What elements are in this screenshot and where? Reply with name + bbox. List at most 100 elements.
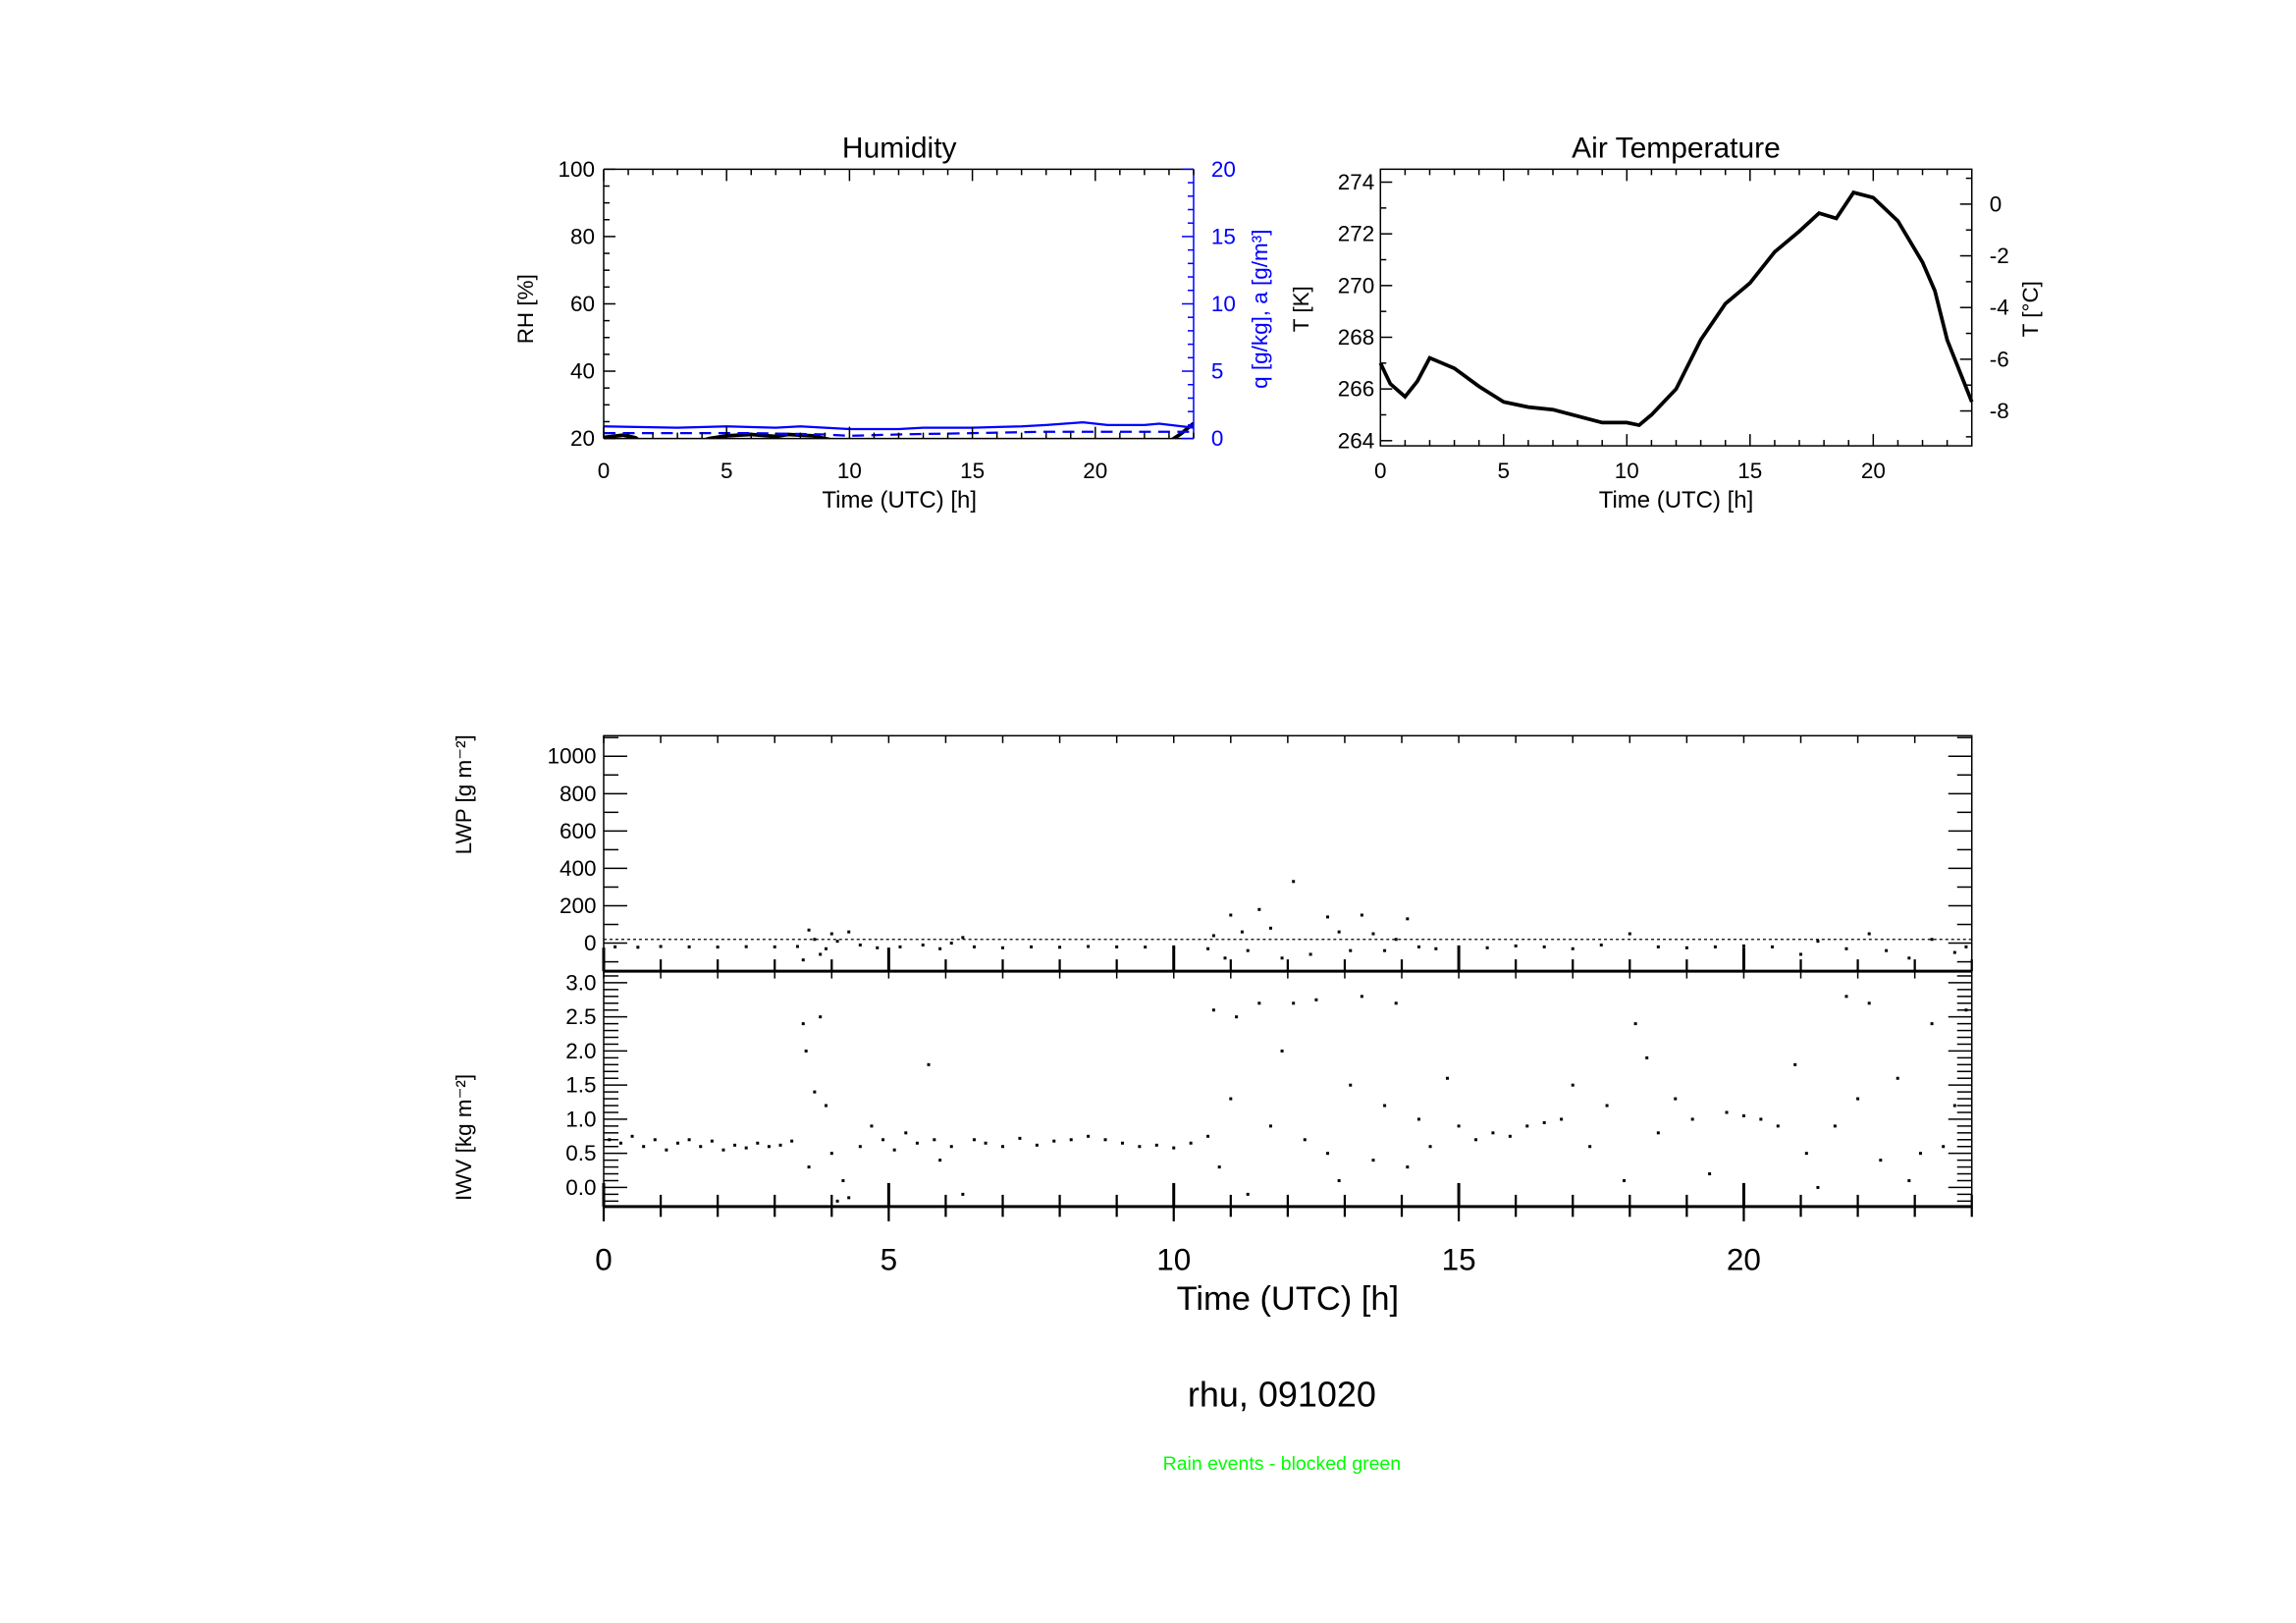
temperature-ylabel: T [K] [1289, 286, 1313, 332]
data-point [1314, 998, 1318, 1001]
data-point [1383, 948, 1387, 952]
data-point [819, 1015, 823, 1019]
data-point [1211, 934, 1215, 938]
rain-events-note: Rain events - blocked green [1163, 1453, 1401, 1475]
data-point [858, 1145, 862, 1149]
data-point [1964, 945, 1968, 948]
data-point [829, 932, 833, 936]
data-point [1172, 1146, 1176, 1150]
data-point [630, 1134, 634, 1138]
y-tick-label: 80 [570, 224, 595, 248]
data-point [1674, 1097, 1678, 1101]
data-point [1856, 1097, 1860, 1101]
y-tick-label: 100 [559, 157, 596, 182]
series-q [604, 421, 1194, 431]
x-tick-label: 10 [837, 459, 862, 483]
data-point [915, 1141, 919, 1145]
data-point [876, 946, 880, 949]
data-point [767, 1145, 771, 1149]
y-tick-label: 600 [560, 819, 597, 843]
data-point [1211, 1008, 1215, 1012]
data-point [1229, 1097, 1233, 1101]
y2-tick-label: 0 [1211, 426, 1224, 451]
data-point [1645, 1055, 1649, 1059]
data-point [1268, 1124, 1272, 1128]
y-tick-label: 0 [584, 931, 597, 955]
data-point [858, 943, 862, 947]
data-point [1154, 1143, 1158, 1147]
data-point [614, 945, 617, 948]
lwp-ylabel: LWP [g m⁻²] [452, 734, 476, 854]
data-point [1349, 1083, 1353, 1087]
data-point [618, 1141, 622, 1145]
data-point [1930, 1022, 1934, 1026]
data-point [1383, 1104, 1387, 1108]
data-point [1406, 917, 1410, 921]
y2-tick-label: 5 [1211, 359, 1224, 384]
data-point [675, 1141, 679, 1145]
data-point [1525, 1124, 1529, 1128]
series-T [1378, 189, 1974, 428]
data-point [1896, 1076, 1899, 1080]
y2-tick-label: 10 [1211, 292, 1236, 316]
y-tick-label: 264 [1338, 428, 1375, 453]
y-tick-label: 270 [1338, 273, 1375, 298]
data-point [829, 1152, 833, 1156]
data-point [1371, 932, 1375, 936]
x-tick-label: 20 [1727, 1242, 1761, 1276]
y2-tick-label: 0 [1990, 191, 2002, 216]
data-point [1087, 945, 1091, 948]
data-point [1035, 1143, 1039, 1147]
data-point [1633, 1022, 1637, 1026]
data-point [835, 1199, 839, 1203]
data-point [1434, 947, 1438, 950]
data-point [1514, 944, 1518, 947]
data-point [1725, 1110, 1729, 1114]
data-point [1394, 938, 1398, 942]
data-point [1485, 946, 1489, 949]
y2-tick-label: -6 [1990, 347, 2009, 371]
data-point [1885, 948, 1889, 952]
data-point [1058, 946, 1062, 949]
data-point [1690, 1117, 1694, 1121]
data-point [1918, 1152, 1922, 1156]
data-point [807, 1165, 811, 1169]
data-point [665, 1148, 668, 1152]
y2-tick-label: -2 [1990, 243, 2009, 268]
data-point [721, 1148, 725, 1152]
data-point [933, 1138, 936, 1142]
data-point [1952, 1104, 1956, 1108]
data-point [801, 958, 805, 962]
data-point [642, 1145, 646, 1149]
data-point [1605, 1104, 1609, 1108]
data-point [1246, 1192, 1250, 1196]
y-tick-label: 266 [1338, 377, 1375, 402]
data-point [1189, 1141, 1193, 1145]
data-point [921, 943, 925, 947]
data-point [1001, 946, 1005, 949]
data-point [1206, 947, 1210, 950]
y-tick-label: 2.5 [565, 1004, 596, 1029]
figure-footer-title: rhu, 091020 [1188, 1375, 1376, 1415]
x-tick-label: 15 [1737, 459, 1762, 483]
data-point [1103, 1138, 1107, 1142]
y-tick-label: 3.0 [565, 970, 596, 995]
data-point [659, 945, 663, 948]
data-point [870, 1124, 874, 1128]
data-point [1879, 1159, 1883, 1163]
x-tick-label: 10 [1156, 1242, 1191, 1276]
data-point [972, 945, 976, 948]
data-point [904, 1131, 908, 1135]
data-point [1952, 950, 1956, 954]
data-point [1571, 1083, 1575, 1087]
x-tick-label: 20 [1861, 459, 1886, 483]
temperature-panel: Air Temperature T [K] T [°C] Time (UTC) … [1289, 132, 2043, 514]
data-point [699, 1145, 703, 1149]
data-point [1052, 1139, 1056, 1143]
data-point [1844, 995, 1848, 999]
y-tick-label: 200 [560, 893, 597, 918]
data-point [1741, 1113, 1745, 1117]
data-point [687, 945, 691, 948]
y-tick-label: 20 [570, 426, 595, 451]
data-point [1371, 1159, 1375, 1163]
